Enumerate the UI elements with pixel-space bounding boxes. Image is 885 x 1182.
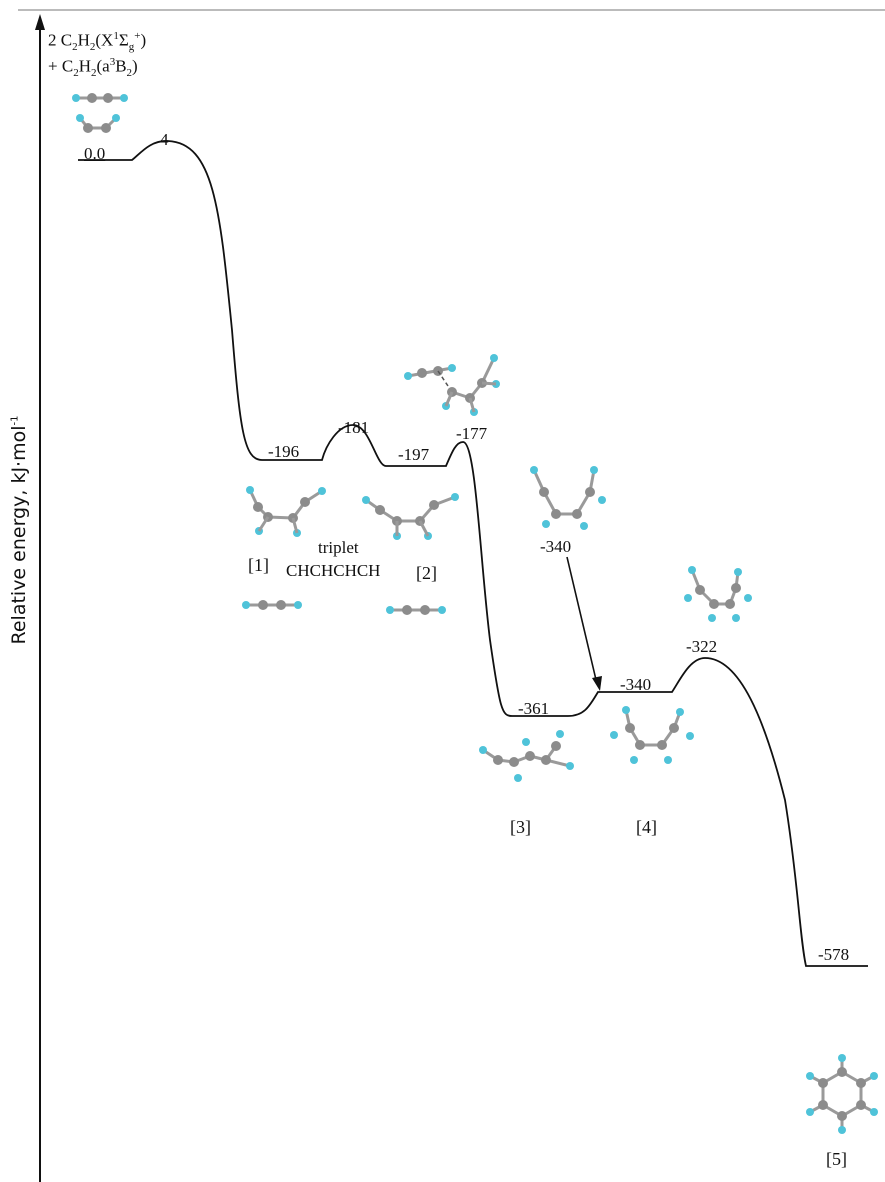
molecule-340-icon	[530, 466, 606, 530]
molecule-acetylene-singlet-icon	[72, 93, 128, 103]
species-label-4: [4]	[636, 817, 657, 837]
molecule-4-icon	[610, 706, 694, 764]
energy-label-int3: -361	[518, 699, 550, 718]
molecule-acetylene-triplet-icon	[76, 114, 120, 133]
molecule-2-acetylene-icon	[386, 605, 446, 615]
molecule-3-icon	[479, 730, 574, 782]
molecule-1-acetylene-icon	[242, 600, 302, 610]
species-label-3: [3]	[510, 817, 531, 837]
energy-label-product: -578	[818, 945, 850, 964]
y-axis-arrow-icon	[35, 14, 45, 30]
reactants-line-2: + C2H2(a3B2)	[48, 56, 138, 80]
energy-profile-path	[78, 140, 868, 967]
species-label-5: [5]	[826, 1149, 847, 1169]
energy-label-ts1: -181	[338, 418, 370, 437]
energy-label-int1: -196	[268, 442, 300, 461]
molecule-2-icon	[362, 493, 459, 540]
species-label-chchchch: CHCHCHCH	[286, 561, 381, 580]
energy-label-int4-upper: -340	[540, 537, 572, 556]
energy-label-ts2: -177	[456, 424, 488, 443]
molecule-5-benzene-icon	[806, 1054, 878, 1134]
y-axis-label: Relative energy, kJ·mol-1	[8, 416, 30, 645]
species-label-2: [2]	[416, 563, 437, 583]
shift-arrow-head-icon	[592, 676, 602, 691]
molecule-ts-322-icon	[684, 566, 752, 622]
shift-arrow-line	[566, 556, 598, 685]
molecule-ts-177-icon	[404, 354, 500, 416]
reactants-line-1: 2 C2H2(X1Σg+)	[48, 30, 147, 54]
energy-label-reactant: 0.0	[84, 144, 106, 163]
species-label-1: [1]	[248, 555, 269, 575]
energy-label-int4: -340	[620, 675, 652, 694]
species-label-triplet: triplet	[318, 538, 359, 557]
y-axis-label-unit: -1	[9, 415, 21, 426]
energy-label-ts3: -322	[686, 637, 718, 656]
energy-label-int2: -197	[398, 445, 430, 464]
molecule-1-icon	[246, 486, 326, 537]
y-axis-label-text: Relative energy, kJ·mol	[8, 425, 30, 645]
energy-label-ts0: 4	[160, 130, 169, 149]
